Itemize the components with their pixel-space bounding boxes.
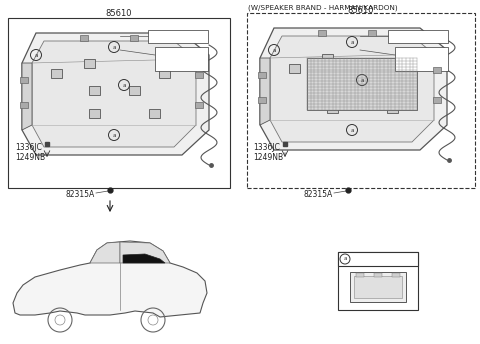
Bar <box>88 108 99 118</box>
Bar <box>350 272 406 302</box>
Polygon shape <box>260 28 447 150</box>
Bar <box>158 68 169 77</box>
Bar <box>356 273 364 277</box>
Text: 1249NB: 1249NB <box>253 152 283 161</box>
Bar <box>258 72 266 78</box>
Bar <box>247 13 475 188</box>
Bar <box>322 54 333 63</box>
Bar <box>155 47 208 71</box>
Bar <box>388 30 448 43</box>
Polygon shape <box>22 33 209 155</box>
Text: 82315A: 82315A <box>65 190 95 198</box>
Text: 92154: 92154 <box>397 62 421 71</box>
Bar <box>88 86 99 95</box>
Text: a: a <box>350 40 354 44</box>
Text: 82315A: 82315A <box>303 190 333 198</box>
Bar <box>129 86 140 95</box>
Text: 92750A: 92750A <box>150 33 180 43</box>
Bar <box>392 273 400 277</box>
Bar <box>258 97 266 103</box>
Bar <box>148 30 208 43</box>
Bar <box>8 18 230 188</box>
Bar <box>367 80 377 89</box>
Text: 85610: 85610 <box>348 6 374 14</box>
Bar <box>354 276 402 298</box>
Bar <box>386 104 397 112</box>
Text: a: a <box>272 47 276 53</box>
Text: a: a <box>343 257 347 261</box>
Text: 1336JC: 1336JC <box>15 142 42 151</box>
Polygon shape <box>270 36 434 142</box>
Text: 85610: 85610 <box>106 9 132 18</box>
Bar <box>395 47 448 71</box>
Polygon shape <box>22 63 32 130</box>
Text: 92710A: 92710A <box>397 52 426 61</box>
Bar <box>433 67 441 73</box>
Bar <box>20 77 28 83</box>
Bar <box>50 68 61 77</box>
Text: a: a <box>34 53 38 57</box>
Text: 92710A: 92710A <box>157 52 186 61</box>
Bar <box>195 72 203 78</box>
Bar <box>326 104 337 112</box>
Bar <box>368 30 376 36</box>
Bar <box>326 80 337 89</box>
Polygon shape <box>123 254 165 263</box>
Text: a: a <box>350 128 354 132</box>
Text: a: a <box>112 132 116 138</box>
Text: 89855B: 89855B <box>352 255 381 264</box>
Bar <box>307 58 417 110</box>
Bar <box>20 102 28 108</box>
Bar <box>374 273 382 277</box>
Text: (W/SPEAKER BRAND - HARMAN/KARDON): (W/SPEAKER BRAND - HARMAN/KARDON) <box>248 5 397 11</box>
Polygon shape <box>90 242 120 263</box>
Text: a: a <box>122 83 126 87</box>
Bar <box>130 35 138 41</box>
Text: a: a <box>112 44 116 50</box>
Bar <box>318 30 326 36</box>
Bar <box>338 252 418 266</box>
Bar <box>195 102 203 108</box>
Text: 92154: 92154 <box>157 62 181 71</box>
Bar <box>148 108 159 118</box>
Polygon shape <box>120 242 170 263</box>
Text: 92750A: 92750A <box>390 33 420 43</box>
Bar <box>288 64 300 73</box>
Bar <box>84 58 95 67</box>
Bar <box>80 35 88 41</box>
Bar <box>433 97 441 103</box>
Bar <box>338 252 418 310</box>
Bar <box>396 64 408 73</box>
Text: 1336JC: 1336JC <box>253 142 280 151</box>
Polygon shape <box>13 241 207 317</box>
Text: a: a <box>360 77 364 83</box>
Polygon shape <box>32 41 196 147</box>
Polygon shape <box>260 58 270 125</box>
Text: 1249NB: 1249NB <box>15 152 45 161</box>
